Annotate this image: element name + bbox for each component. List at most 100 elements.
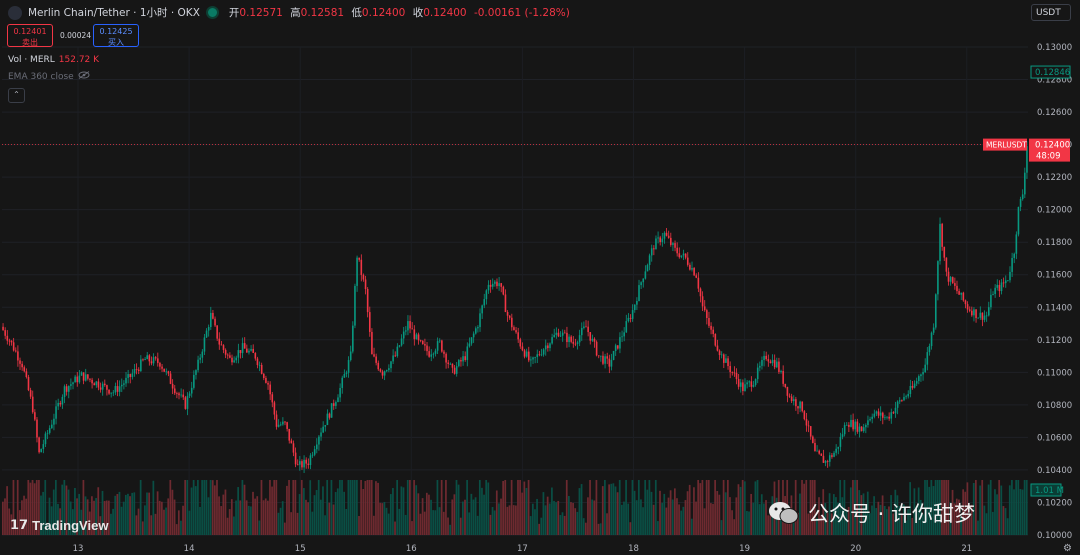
volume-indicator-legend[interactable]: Vol · MERL 152.72 K — [8, 55, 99, 65]
candle-body — [600, 355, 602, 357]
candle-body — [508, 315, 511, 318]
volume-bar — [457, 484, 460, 535]
volume-bar — [720, 520, 723, 535]
volume-bar — [943, 480, 945, 535]
candle-body — [311, 454, 314, 456]
volume-bar — [996, 494, 998, 535]
candle-body — [996, 284, 999, 288]
candle-body — [269, 384, 271, 395]
chart-settings-icon[interactable]: ⚙ — [1063, 543, 1072, 554]
candle-body — [231, 357, 233, 363]
volume-bar — [1023, 480, 1026, 535]
candle-body — [324, 425, 327, 427]
candle-body — [398, 345, 401, 347]
candle-body — [725, 358, 727, 363]
candle-body — [636, 300, 638, 305]
candle-body — [148, 355, 151, 362]
candle-body — [939, 223, 941, 262]
volume-bar — [671, 499, 674, 535]
volume-bar — [38, 480, 40, 535]
tradingview-logo[interactable]: 𝟭𝟳 TradingView — [10, 517, 108, 533]
volume-bar — [222, 494, 225, 535]
candle-body — [987, 307, 990, 316]
candle-body — [135, 369, 138, 370]
ema-indicator-legend[interactable]: EMA 360 close — [8, 71, 90, 82]
candle-body — [856, 421, 859, 432]
collapse-legend-button[interactable]: ⌃ — [8, 88, 25, 103]
candle-body — [288, 428, 291, 441]
volume-bar — [945, 480, 948, 535]
y-tick-label: 0.12000 — [1037, 206, 1072, 216]
candle-body — [63, 386, 66, 397]
candle-body — [958, 291, 960, 295]
buy-button[interactable]: 0.12425 买入 — [93, 24, 139, 47]
volume-bar — [48, 497, 51, 535]
candle-body — [907, 393, 910, 397]
candle-body — [932, 327, 935, 333]
volume-bar — [470, 493, 473, 535]
volume-marker-tag-bg — [1030, 483, 1062, 497]
candle-body — [193, 374, 195, 388]
volume-bar — [481, 487, 483, 535]
eye-hidden-icon[interactable] — [78, 71, 90, 82]
volume-bar — [194, 486, 197, 535]
candle-body — [513, 327, 515, 331]
candle-body — [659, 237, 662, 243]
volume-bar — [235, 500, 237, 535]
volume-bar — [243, 484, 246, 535]
x-tick-label: 19 — [739, 544, 750, 554]
volume-bar — [701, 480, 704, 535]
candle-body — [532, 357, 534, 360]
candle-body — [691, 268, 693, 270]
volume-bar — [345, 508, 348, 535]
candle-body — [428, 351, 430, 357]
candle-body — [381, 371, 384, 376]
volume-bar — [339, 480, 341, 535]
candle-body — [292, 443, 295, 453]
candle-body — [992, 293, 994, 295]
candle-body — [812, 436, 814, 443]
candle-body — [547, 345, 549, 349]
sell-button[interactable]: 0.12401 卖出 — [7, 24, 53, 47]
volume-bar — [546, 496, 549, 535]
volume-bar — [167, 498, 170, 535]
candle-body — [271, 394, 274, 403]
candle-body — [137, 369, 140, 372]
volume-bar — [358, 516, 360, 535]
candle-body — [455, 366, 458, 374]
candle-body — [44, 433, 47, 445]
candle-body — [388, 368, 390, 371]
candle-body — [633, 304, 636, 311]
candle-body — [441, 340, 443, 352]
volume-bar — [544, 505, 547, 535]
candle-body — [222, 345, 225, 350]
symbol-title[interactable]: Merlin Chain/Tether · 1小时 · OKX — [28, 7, 200, 19]
volume-bar — [924, 480, 926, 535]
volume-bar — [489, 514, 492, 535]
volume-bar — [693, 487, 695, 535]
volume-bar — [88, 511, 91, 535]
spread-value: 0.00024 — [60, 31, 92, 40]
candle-body — [1002, 282, 1005, 284]
candle-body — [199, 357, 202, 360]
candle-body — [335, 402, 337, 406]
volume-bar — [226, 517, 229, 535]
volume-bar — [114, 495, 117, 535]
volume-bar — [574, 508, 577, 535]
candle-body — [523, 350, 526, 357]
candle-body — [1026, 146, 1028, 173]
currency-select[interactable]: USDT — [1031, 4, 1071, 21]
candle-body — [377, 362, 380, 370]
candle-body — [67, 385, 70, 392]
volume-bar — [536, 498, 538, 535]
candle-body — [190, 387, 193, 394]
candle-body — [680, 255, 683, 258]
candle-body — [595, 341, 598, 356]
candle-body — [74, 376, 76, 383]
candle-body — [383, 371, 386, 376]
candle-body — [46, 432, 49, 434]
volume-bar — [436, 480, 439, 535]
volume-bar — [375, 481, 377, 535]
candle-body — [173, 388, 176, 394]
